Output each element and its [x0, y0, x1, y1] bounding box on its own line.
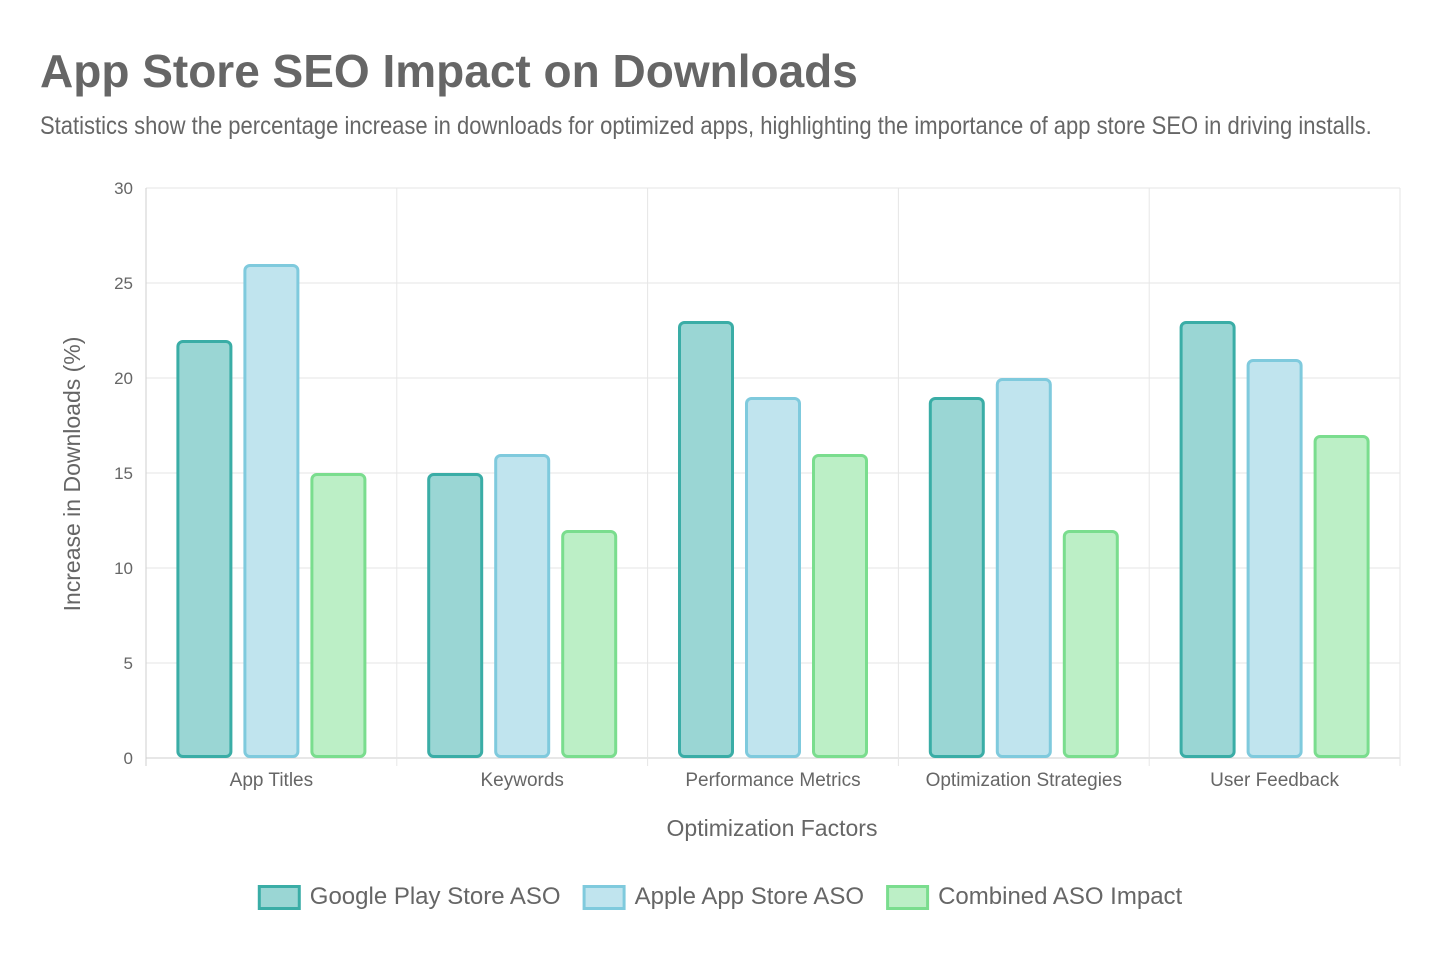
legend-item-1[interactable]: Google Play Store ASO: [257, 883, 561, 910]
bar-keywords-series-2[interactable]: [494, 454, 551, 758]
y-tick-label: 10: [114, 559, 133, 578]
bars: [176, 264, 1370, 758]
x-tick-label: Performance Metrics: [685, 770, 860, 791]
bar-performance-metrics-series-3[interactable]: [812, 454, 868, 758]
legend-item-3[interactable]: Combined ASO Impact: [886, 883, 1183, 910]
y-tick-label: 30: [114, 179, 133, 198]
legend: Google Play Store ASO Apple App Store ASO…: [257, 883, 1183, 910]
x-tick-label: Optimization Strategies: [926, 770, 1122, 791]
legend-swatch: [582, 885, 626, 910]
legend-label: Combined ASO Impact: [938, 883, 1182, 910]
bar-keywords-series-1[interactable]: [427, 473, 484, 758]
bar-optimization-strategies-series-1[interactable]: [928, 397, 985, 758]
legend-swatch: [886, 885, 930, 910]
legend-item-2[interactable]: Apple App Store ASO: [582, 883, 865, 910]
x-axis-ticks: App Titles Keywords Performance Metrics Opt…: [230, 770, 1340, 791]
chart-subtitle: Statistics show the percentage increase …: [40, 112, 1372, 140]
bar-user-feedback-series-1[interactable]: [1179, 321, 1236, 758]
bar-optimization-strategies-series-3[interactable]: [1062, 530, 1119, 758]
y-tick-label: 15: [114, 464, 133, 483]
x-axis-label: Optimization Factors: [667, 815, 878, 841]
bar-app-titles-series-3[interactable]: [310, 473, 367, 758]
bar-optimization-strategies-series-2[interactable]: [995, 378, 1052, 758]
x-tick-label: Keywords: [480, 770, 563, 791]
bar-performance-metrics-series-1[interactable]: [678, 321, 734, 758]
bar-user-feedback-series-3[interactable]: [1313, 435, 1370, 758]
x-tick-label: App Titles: [230, 770, 313, 791]
y-tick-label: 20: [114, 369, 133, 388]
x-tick-label: User Feedback: [1210, 770, 1339, 791]
chart-title: App Store SEO Impact on Downloads: [40, 45, 858, 97]
legend-swatch: [257, 885, 301, 910]
y-axis-label: Increase in Downloads (%): [59, 337, 85, 612]
legend-label: Google Play Store ASO: [310, 883, 561, 910]
bar-app-titles-series-1[interactable]: [176, 340, 233, 758]
y-tick-label: 5: [124, 654, 133, 673]
y-axis-ticks: 0 5 10 15 20 25 30: [114, 179, 133, 768]
bar-keywords-series-3[interactable]: [561, 530, 618, 758]
bar-performance-metrics-series-2[interactable]: [745, 397, 801, 758]
y-tick-label: 25: [114, 274, 133, 293]
bar-user-feedback-series-2[interactable]: [1246, 359, 1303, 758]
y-tick-label: 0: [124, 749, 133, 768]
legend-label: Apple App Store ASO: [635, 883, 865, 910]
bar-app-titles-series-2[interactable]: [243, 264, 300, 758]
